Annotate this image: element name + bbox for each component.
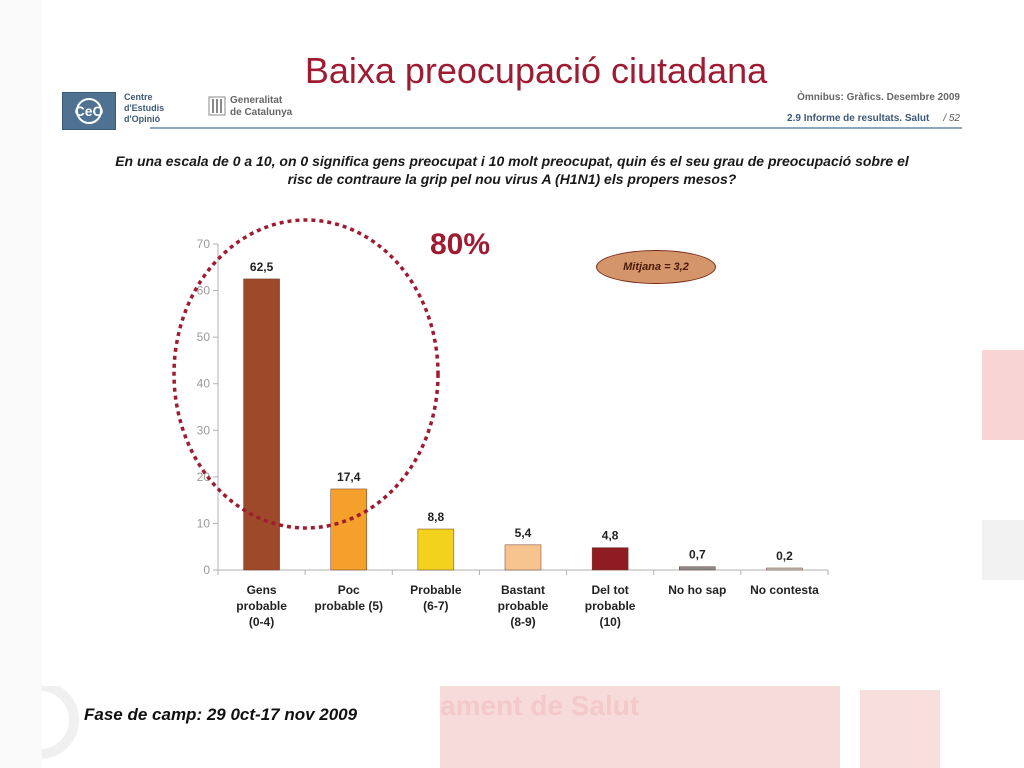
bar (330, 488, 367, 571)
category-label: (8-9) (510, 615, 535, 629)
y-tick-label: 60 (197, 284, 211, 298)
category-label: No ho sap (668, 583, 726, 597)
category-label: Gens (247, 583, 277, 597)
page-number: / 52 (943, 113, 960, 124)
bar (679, 566, 716, 571)
y-tick-label: 20 (197, 470, 211, 484)
bar-value-label: 0,2 (776, 549, 793, 563)
fieldwork-note: Fase de camp: 29 0ct-17 nov 2009 (84, 705, 358, 724)
bar (417, 528, 455, 571)
bar-chart: 0 10 20 30 40 50 60 70 62,5 Gens probable (0-4) 17,4… (172, 218, 829, 629)
y-tick-label: 70 (197, 237, 211, 251)
bar-value-label: 4,8 (602, 529, 619, 543)
category-label: probable (5) (314, 599, 383, 613)
bar-value-label: 5,4 (515, 526, 532, 540)
bar (766, 567, 803, 571)
ceo-name: Centre d'Estudis d'Opinió (124, 92, 194, 125)
category-label: (6-7) (423, 599, 448, 613)
y-tick-label: 30 (197, 423, 211, 437)
question-line: risc de contraure la grip pel nou virus … (287, 171, 737, 187)
y-tick-label: 0 (203, 563, 210, 577)
header-rule (150, 127, 962, 129)
category-label: Bastant (501, 583, 545, 597)
background-text: ament de Salut (440, 690, 640, 721)
report-line: Òmnibus: Gràfics. Desembre 2009 (797, 92, 960, 103)
category-label: probable (236, 599, 287, 613)
section-line: 2.9 Informe de resultats. Salut (787, 113, 930, 124)
category-label: Del tot (591, 583, 628, 597)
category-label: (0-4) (249, 615, 274, 629)
survey-question: En una escala de 0 a 10, on 0 significa … (72, 152, 952, 188)
category-label: Probable (410, 583, 462, 597)
ceo-logo: CeO (62, 92, 116, 130)
annotation-percentage: 80% (430, 228, 491, 261)
y-tick-label: 40 (197, 377, 211, 391)
ceo-name-line: d'Estudis (124, 103, 165, 113)
ceo-logo-text: CeO (75, 103, 104, 119)
ceo-logo-mark: CeO (75, 98, 104, 124)
bar (504, 544, 542, 571)
category-label: probable (585, 599, 636, 613)
report-panel: CeO Centre d'Estudis d'Opinió Generalita… (42, 82, 982, 686)
ceo-name-line: Centre (124, 92, 153, 102)
category-label: (10) (599, 615, 620, 629)
category-label: No contesta (750, 583, 819, 597)
mitjana-badge: Mitjana = 3,2 (596, 250, 716, 284)
bar-value-label: 62,5 (250, 260, 274, 274)
category-label: Poc (338, 583, 360, 597)
highlight-dotted-circle (172, 218, 440, 530)
ceo-name-line: d'Opinió (124, 114, 161, 124)
bar-value-label: 8,8 (428, 510, 445, 524)
bar (591, 547, 629, 571)
bar-value-label: 17,4 (337, 470, 361, 484)
y-tick-label: 50 (197, 330, 211, 344)
slide-title: Baixa preocupació ciutadana (304, 50, 768, 91)
bar (243, 278, 280, 571)
bar-value-label: 0,7 (689, 548, 706, 562)
question-line: En una escala de 0 a 10, on 0 significa … (115, 153, 909, 169)
gov-name-line: Generalitat (230, 95, 283, 106)
section-line-wrapper: 2.9 Informe de resultats. Salut / 52 (787, 113, 960, 124)
category-label: probable (498, 599, 549, 613)
generalitat-icon (208, 96, 226, 116)
y-tick-label: 10 (197, 516, 211, 530)
generalitat-name: Generalitat de Catalunya (230, 95, 292, 119)
gov-name-line: de Catalunya (230, 107, 293, 118)
